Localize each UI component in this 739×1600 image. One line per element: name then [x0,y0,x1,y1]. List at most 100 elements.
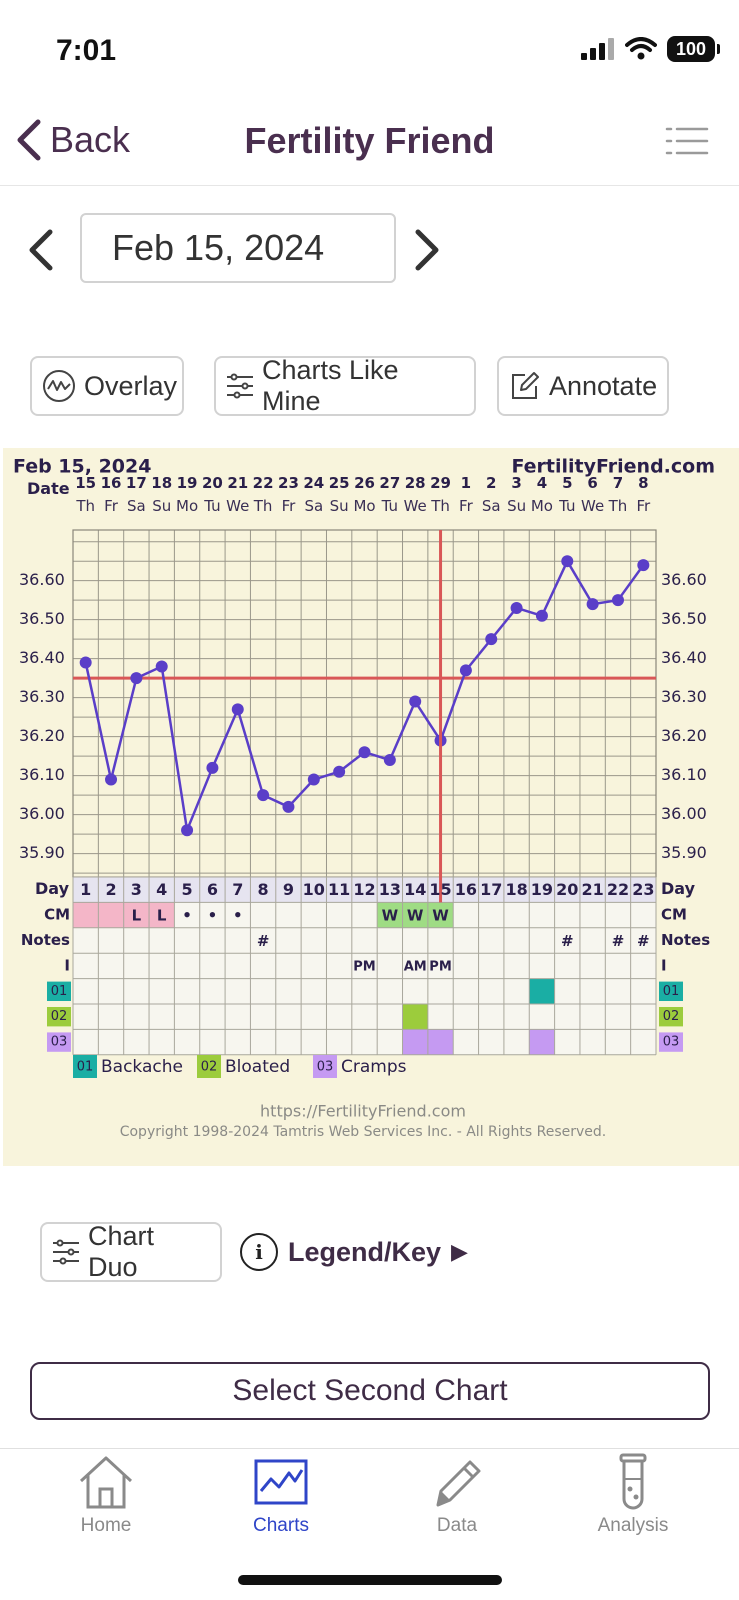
back-button[interactable]: Back [14,118,130,162]
weekday-label: Fr [636,497,651,515]
cycle-day-label: 17 [480,880,502,899]
plot-area [73,530,656,877]
symptom-code-right: 03 [663,1035,680,1050]
chevron-right-icon [415,229,439,271]
page-title: Fertility Friend [244,120,495,161]
temperature-point [485,633,498,646]
menu-button[interactable] [665,126,709,161]
next-date-button[interactable] [410,226,444,279]
charts-like-mine-button[interactable]: Charts Like Mine [214,355,476,416]
signal-icon [581,38,614,60]
cm-cell-text: L [157,907,167,925]
weekday-label: Su [330,497,349,515]
tab-charts-label: Charts [253,1515,309,1536]
cycle-day-label: 19 [531,880,553,899]
legend-key-label: Legend/Key [288,1236,442,1267]
temperature-point [383,754,396,767]
intercourse-cell-text: PM [429,959,451,974]
symptom-cell [529,978,555,1004]
y-tick-label-right: 36.30 [661,687,707,706]
weekday-label: Tu [381,497,398,515]
y-tick-label-left: 36.60 [19,570,65,589]
weekday-label: Su [507,497,526,515]
temperature-point [611,594,624,607]
cm-cell-text: • [208,907,218,925]
symptom-cell [529,1029,555,1055]
overlay-button[interactable]: Overlay [30,356,184,416]
notes-cell-text: # [561,932,574,950]
date-label: 26 [354,474,375,492]
y-tick-label-right: 36.20 [661,726,707,745]
cycle-day-label: 13 [379,880,401,899]
menstruation-cell [98,902,124,928]
back-label: Back [50,119,131,160]
date-label: 27 [379,474,400,492]
play-arrow-icon: ▶ [451,1239,468,1264]
notes-row-label-right: Notes [661,931,710,949]
chevron-left-icon [17,119,41,161]
cycle-day-label: 8 [258,880,269,899]
edit-icon [512,372,539,399]
cm-row-label-left: CM [44,906,70,924]
weekday-label: We [226,497,249,515]
sliders-icon [53,1239,79,1265]
select-second-chart-button[interactable]: Select Second Chart [30,1362,710,1420]
tab-home[interactable]: Home [36,1453,176,1537]
tab-charts[interactable]: Charts [211,1453,351,1537]
date-field[interactable]: Feb 15, 2024 [80,213,396,283]
date-label: 25 [329,474,350,492]
legend-key-button[interactable]: i Legend/Key ▶ [240,1233,468,1271]
temperature-point [307,773,320,786]
weekday-label: Sa [304,497,323,515]
legend-code: 01 [77,1060,94,1075]
temperature-point [79,656,92,669]
list-menu-icon [665,127,709,155]
symptom-code-right: 01 [663,984,680,999]
y-tick-label-right: 35.90 [661,843,707,862]
symptom-code-badge-left [47,1007,71,1027]
legend-swatch [197,1055,221,1078]
cm-cell-text: • [233,907,243,925]
cm-row-label-right: CM [661,906,687,924]
chart-duo-button[interactable]: Chart Duo [40,1221,222,1282]
test-tube-icon [619,1453,647,1510]
temperature-point [231,703,244,716]
weekday-label: Sa [127,497,146,515]
weekday-label: We [581,497,604,515]
bbt-chart[interactable]: Feb 15, 2024 FertilityFriend.com Date 15 Th 1… [3,448,739,1166]
weekday-label: Th [430,497,450,515]
cm-cell-text: W [382,907,399,925]
chevron-left-icon [29,229,53,271]
date-label: 2 [486,474,496,492]
annotate-button[interactable]: Annotate [497,356,669,416]
date-label: 8 [638,474,648,492]
previous-date-button[interactable] [24,226,58,279]
footer-copyright: Copyright 1998-2024 Tamtris Web Services… [120,1124,607,1140]
symptom-code-badge-left [47,981,71,1001]
date-label: 5 [562,474,572,492]
chart-duo-label: Chart Duo [88,1221,155,1282]
temperature-point [510,601,523,614]
menstruation-cell [123,902,150,928]
info-icon: i [240,1233,278,1271]
sliders-icon [227,373,253,399]
tab-data[interactable]: Data [387,1453,527,1537]
legend-label: Cramps [341,1057,407,1077]
cycle-day-label: 7 [232,880,243,899]
cycle-day-label: 12 [353,880,375,899]
data-row-bg [73,877,656,903]
cm-cell-text: W [432,907,449,925]
weekday-label: Th [253,497,273,515]
data-row-bg [73,1029,656,1055]
symptom-cell [427,1029,454,1055]
weekday-label: Sa [482,497,501,515]
cm-cell-text: W [407,907,424,925]
annotate-label: Annotate [549,370,658,401]
tab-analysis[interactable]: Analysis [563,1453,703,1537]
legend-swatch [313,1055,337,1078]
menstruation-cell [73,902,99,928]
y-tick-label-right: 36.00 [661,804,707,823]
y-tick-label-left: 36.40 [19,648,65,667]
date-label: 7 [613,474,623,492]
